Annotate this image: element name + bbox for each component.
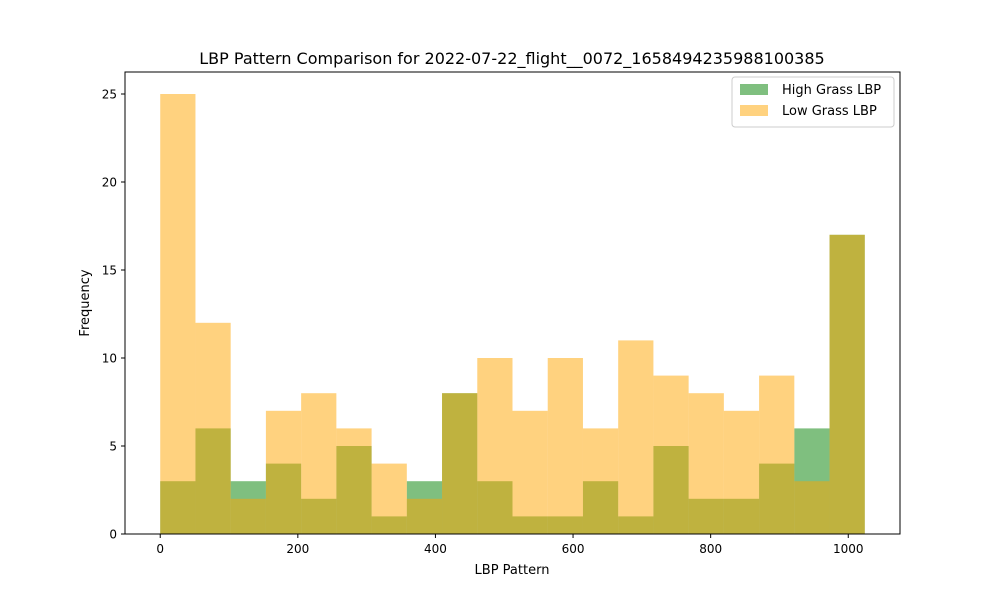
bar-series2-bin-11 bbox=[512, 410, 548, 534]
bar-series2-bin-17 bbox=[723, 410, 760, 534]
legend: High Grass LBP Low Grass LBP bbox=[731, 76, 895, 128]
y-axis: 0 5 10 15 20 25 bbox=[102, 88, 125, 542]
legend-swatch-1 bbox=[740, 84, 768, 95]
bar-series2-bin-8 bbox=[406, 498, 443, 534]
bar-series2-bin-14 bbox=[618, 340, 654, 534]
y-axis-label: Frequency bbox=[78, 269, 93, 336]
x-tick-label: 0 bbox=[156, 542, 164, 556]
x-tick-label: 600 bbox=[562, 542, 585, 556]
x-tick-label: 200 bbox=[286, 542, 309, 556]
legend-swatch-2 bbox=[740, 105, 768, 116]
x-tick-label: 800 bbox=[699, 542, 722, 556]
bar-series2-bin-9 bbox=[442, 393, 478, 534]
x-tick-label: 400 bbox=[424, 542, 447, 556]
bar-series2-bin-19 bbox=[794, 481, 830, 534]
bar-series2-bin-16 bbox=[688, 393, 724, 534]
x-axis: 0 200 400 600 800 1000 bbox=[156, 534, 864, 556]
bar-series2-bin-18 bbox=[759, 375, 795, 534]
x-axis-label: LBP Pattern bbox=[475, 563, 550, 578]
y-tick-label: 5 bbox=[109, 440, 117, 454]
bar-series2-bin-12 bbox=[547, 358, 583, 534]
bar-series2-bin-10 bbox=[477, 358, 513, 534]
chart-title: LBP Pattern Comparison for 2022-07-22_fl… bbox=[199, 49, 824, 69]
bar-series2-bin-3 bbox=[230, 498, 266, 534]
bar-series2-bin-2 bbox=[195, 322, 231, 534]
legend-label-2: Low Grass LBP bbox=[782, 104, 877, 119]
y-tick-label: 20 bbox=[102, 176, 117, 190]
y-tick-label: 15 bbox=[102, 264, 117, 278]
y-tick-label: 0 bbox=[109, 528, 117, 542]
y-tick-label: 10 bbox=[102, 352, 117, 366]
bars-layer bbox=[160, 94, 865, 535]
bar-series2-bin-7 bbox=[371, 463, 407, 534]
bar-series2-bin-5 bbox=[301, 393, 337, 534]
bar-series2-bin-13 bbox=[582, 428, 619, 534]
bar-series2-bin-20 bbox=[829, 234, 865, 535]
bar-series2-bin-4 bbox=[265, 410, 302, 534]
legend-label-1: High Grass LBP bbox=[782, 83, 881, 98]
bar-series2-bin-1 bbox=[160, 94, 196, 534]
y-tick-label: 25 bbox=[102, 88, 117, 102]
bar-series2-bin-6 bbox=[336, 428, 372, 534]
x-tick-label: 1000 bbox=[833, 542, 864, 556]
legend-box bbox=[731, 76, 895, 128]
bar-series2-bin-15 bbox=[653, 375, 689, 534]
plot-frame bbox=[124, 71, 901, 535]
